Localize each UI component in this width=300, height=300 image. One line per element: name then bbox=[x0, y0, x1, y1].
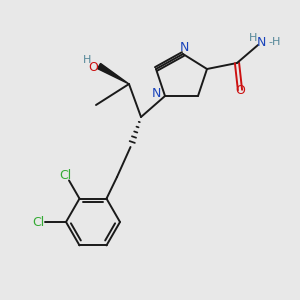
Text: Cl: Cl bbox=[32, 215, 44, 229]
Text: O: O bbox=[88, 61, 98, 74]
Text: O: O bbox=[235, 83, 245, 97]
Polygon shape bbox=[98, 63, 129, 84]
Text: N: N bbox=[180, 41, 189, 54]
Text: Cl: Cl bbox=[59, 169, 71, 182]
Text: H: H bbox=[248, 33, 257, 43]
Text: H: H bbox=[83, 55, 91, 65]
Text: N: N bbox=[151, 86, 161, 100]
Text: N: N bbox=[257, 35, 266, 49]
Text: -H: -H bbox=[268, 37, 281, 47]
